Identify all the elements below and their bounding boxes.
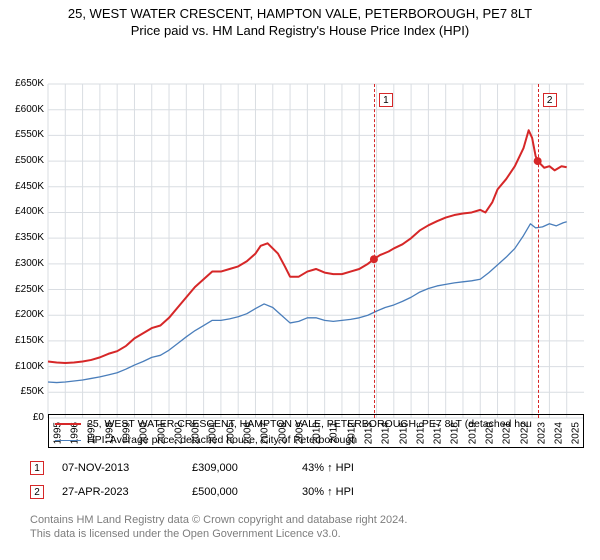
legend-item: HPI: Average price, detached house, City… bbox=[55, 432, 577, 448]
attribution-text: Contains HM Land Registry data © Crown c… bbox=[30, 514, 407, 542]
chart-title-line1: 25, WEST WATER CRESCENT, HAMPTON VALE, P… bbox=[0, 6, 600, 21]
legend-item: 25, WEST WATER CRESCENT, HAMPTON VALE, P… bbox=[55, 416, 577, 432]
y-axis-label: £50K bbox=[21, 386, 44, 397]
legend-box: 25, WEST WATER CRESCENT, HAMPTON VALE, P… bbox=[48, 414, 584, 448]
y-axis-label: £200K bbox=[15, 309, 44, 320]
y-axis-label: £550K bbox=[15, 129, 44, 140]
sale-delta: 30% ↑ HPI bbox=[302, 486, 432, 498]
y-axis-label: £350K bbox=[15, 232, 44, 243]
attribution-line1: Contains HM Land Registry data © Crown c… bbox=[30, 514, 407, 528]
legend-swatch bbox=[55, 440, 81, 441]
sale-date: 07-NOV-2013 bbox=[62, 462, 192, 474]
y-axis-label: £150K bbox=[15, 335, 44, 346]
legend-swatch bbox=[55, 423, 81, 425]
sale-price: £309,000 bbox=[192, 462, 302, 474]
sale-marker-vline bbox=[538, 84, 539, 418]
y-axis-label: £400K bbox=[15, 206, 44, 217]
chart-title-line2: Price paid vs. HM Land Registry's House … bbox=[0, 23, 600, 38]
sale-row: 1 07-NOV-2013£309,00043% ↑ HPI bbox=[30, 456, 432, 480]
sale-marker-box: 1 bbox=[379, 93, 393, 107]
legend-label: HPI: Average price, detached house, City… bbox=[87, 434, 357, 446]
sale-row-marker: 2 bbox=[30, 485, 44, 499]
y-axis-label: £100K bbox=[15, 361, 44, 372]
sale-delta: 43% ↑ HPI bbox=[302, 462, 432, 474]
y-axis-label: £600K bbox=[15, 104, 44, 115]
y-axis-label: £450K bbox=[15, 181, 44, 192]
price-chart: £0 £50K £100K £150K £200K £250K £300K £350K £400… bbox=[0, 38, 600, 448]
y-axis-label: £300K bbox=[15, 258, 44, 269]
y-axis-label: £650K bbox=[15, 78, 44, 89]
y-axis-label: £500K bbox=[15, 155, 44, 166]
sale-price: £500,000 bbox=[192, 486, 302, 498]
sale-row-marker: 1 bbox=[30, 461, 44, 475]
y-axis-label: £250K bbox=[15, 284, 44, 295]
sales-table: 1 07-NOV-2013£309,00043% ↑ HPI 2 27-APR-202… bbox=[30, 456, 432, 504]
sale-marker-box: 2 bbox=[543, 93, 557, 107]
y-axis-label: £0 bbox=[33, 412, 44, 423]
attribution-line2: This data is licensed under the Open Gov… bbox=[30, 528, 407, 542]
sale-marker-vline bbox=[374, 84, 375, 418]
legend-label: 25, WEST WATER CRESCENT, HAMPTON VALE, P… bbox=[87, 418, 532, 430]
sale-date: 27-APR-2023 bbox=[62, 486, 192, 498]
sale-row: 2 27-APR-2023£500,00030% ↑ HPI bbox=[30, 480, 432, 504]
